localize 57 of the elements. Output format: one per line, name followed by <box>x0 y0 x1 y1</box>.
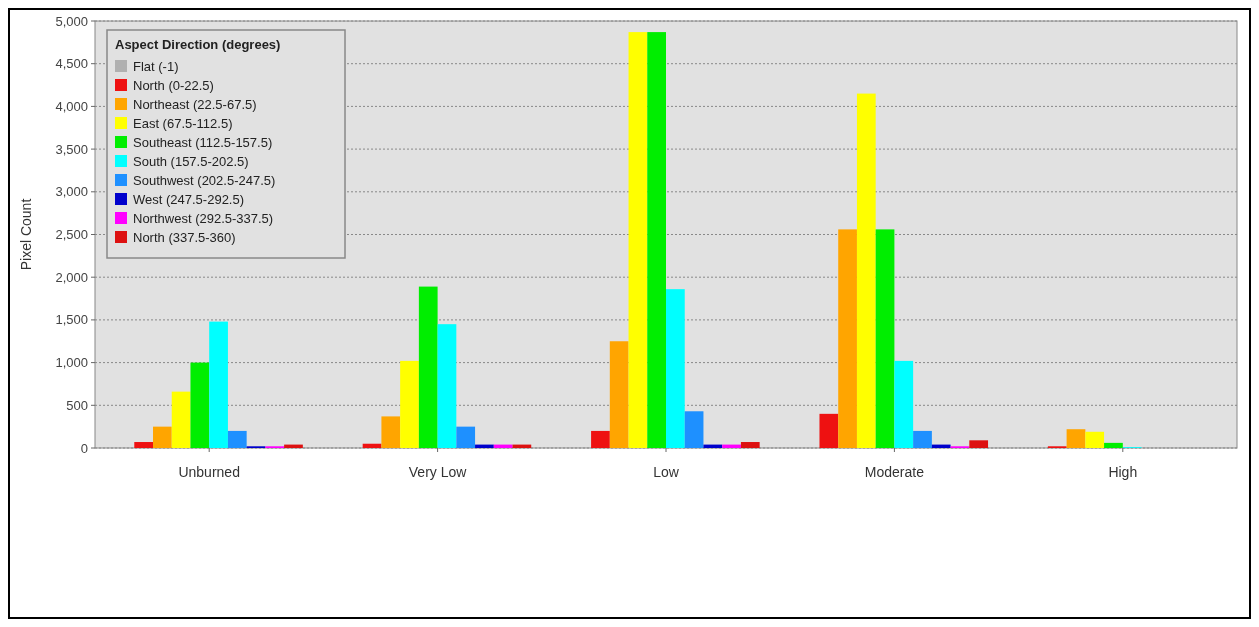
bar <box>740 442 760 448</box>
y-tick-label: 0 <box>80 440 88 456</box>
bar <box>437 324 457 448</box>
bar <box>418 286 438 448</box>
bar <box>819 413 839 448</box>
y-tick-label: 3,000 <box>55 184 88 200</box>
legend-label: West (247.5-292.5) <box>133 192 245 207</box>
bar <box>190 362 210 448</box>
bar <box>609 341 629 448</box>
y-tick-label: 2,000 <box>55 269 88 285</box>
y-tick-label: 1,500 <box>55 312 88 328</box>
bar <box>134 442 154 448</box>
legend-label: South (157.5-202.5) <box>133 154 249 169</box>
bar <box>1085 431 1105 448</box>
y-tick-label: 4,500 <box>55 56 88 72</box>
bar <box>591 430 610 448</box>
bar <box>456 426 476 448</box>
x-tick-label: Low <box>653 464 680 480</box>
bar <box>856 93 876 448</box>
bar <box>628 32 648 448</box>
bar <box>227 430 247 448</box>
bar <box>1066 429 1086 448</box>
x-tick-label: Very Low <box>408 464 468 480</box>
bar <box>647 32 666 448</box>
bar <box>666 289 685 448</box>
y-tick-label: 2,500 <box>55 227 88 243</box>
bar <box>153 426 172 448</box>
legend-label: Southeast (112.5-157.5) <box>133 135 273 150</box>
bar <box>969 440 989 448</box>
bar <box>875 229 895 448</box>
x-tick-label: Moderate <box>864 464 925 480</box>
bar <box>1104 442 1123 448</box>
legend-label: Southwest (202.5-247.5) <box>133 173 276 188</box>
bar <box>171 391 191 448</box>
bar <box>381 416 401 448</box>
legend-label: North (0-22.5) <box>133 78 214 93</box>
bar <box>400 360 419 448</box>
y-tick-label: 4,000 <box>55 98 88 114</box>
legend-label: Northeast (22.5-67.5) <box>133 97 257 112</box>
bar <box>362 443 382 448</box>
legend-label: Northwest (292.5-337.5) <box>133 211 274 226</box>
bar <box>894 360 914 448</box>
legend-label: Flat (-1) <box>133 59 179 74</box>
bar <box>838 229 857 448</box>
y-axis-title: Pixel Count <box>18 198 34 271</box>
y-tick-label: 1,000 <box>55 355 88 371</box>
legend-title: Aspect Direction (degrees) <box>115 37 281 52</box>
y-tick-label: 3,500 <box>55 141 88 157</box>
legend-label: North (337.5-360) <box>133 230 236 245</box>
bar <box>209 321 228 448</box>
y-tick-label: 5,000 <box>55 13 88 29</box>
bar <box>913 430 932 448</box>
x-tick-label: High <box>1108 464 1138 480</box>
y-tick-label: 500 <box>66 397 88 413</box>
bar <box>684 411 704 448</box>
legend-label: East (67.5-112.5) <box>133 116 233 131</box>
x-tick-label: Unburned <box>178 464 240 480</box>
